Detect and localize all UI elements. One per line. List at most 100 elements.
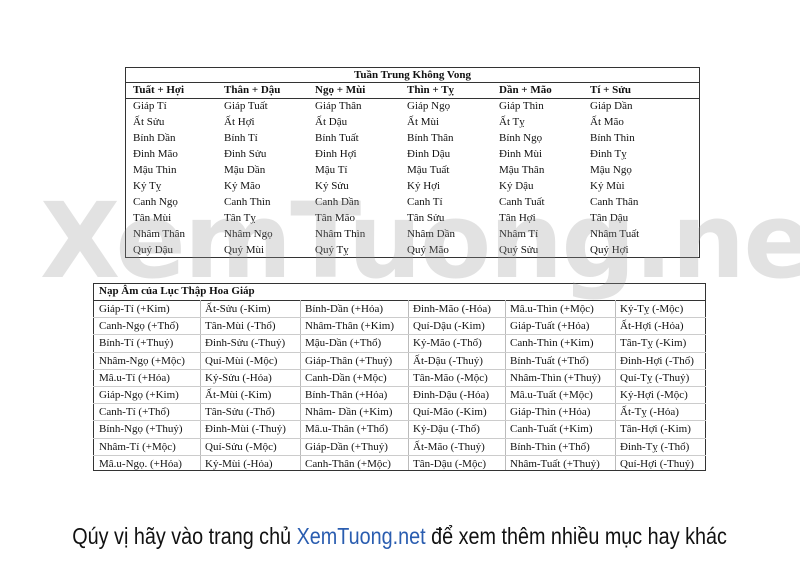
table-cell: Bính Thân	[407, 132, 454, 144]
table-cell: Bính Ngọ	[499, 132, 543, 144]
table-cell: Bính-Tuất (+Thổ)	[510, 354, 589, 367]
table-border	[93, 283, 706, 471]
table-cell: Đinh-Mão (-Hỏa)	[413, 303, 491, 315]
table-title: Nạp Âm của Lục Thập Hoa Giáp	[99, 285, 255, 297]
row-rule	[93, 437, 706, 439]
table-cell: Nhâm-Tuất (+Thuỷ)	[510, 457, 600, 470]
column-header: Thân + Dậu	[224, 84, 281, 96]
table-cell: Tân-Mùi (-Thổ)	[205, 320, 276, 333]
footer-after: để xem thêm nhiều mục hay khác	[426, 523, 728, 549]
table-cell: Canh-Thân (+Mộc)	[305, 457, 391, 470]
table-cell: Tân-Sửu (-Thổ)	[205, 406, 275, 419]
table-cell: Tân Dậu	[590, 212, 629, 224]
table-cell: Kỷ Mão	[224, 180, 261, 192]
table-cell: Giáp Dần	[590, 100, 633, 112]
table-cell: Ất Sửu	[133, 116, 165, 128]
table-cell: Canh Tuất	[499, 196, 545, 208]
table-cell: Kỷ-Dậu (-Thổ)	[413, 423, 480, 436]
table-cell: Canh Tí	[407, 196, 443, 208]
table-cell: Kỷ Mùi	[590, 180, 625, 192]
table-cell: Bính Thìn	[590, 132, 635, 144]
column-rule	[300, 300, 301, 470]
table-cell: Nhâm-Tí (+Mộc)	[99, 440, 176, 453]
table-cell: Bính-Dần (+Hỏa)	[305, 303, 383, 315]
table-cell: Tân Sửu	[407, 212, 445, 224]
footer-text: Qúy vị hãy vào trang chủ XemTuong.net để…	[73, 523, 728, 550]
table-cell: Quí-Hợi (-Thuỷ)	[620, 457, 694, 470]
table-cell: Giáp Tí	[133, 100, 167, 112]
table-cell: Kỷ Sửu	[315, 180, 349, 192]
table-cell: Tân-Hợi (-Kim)	[620, 423, 691, 436]
table-cell: Quí-Sửu (-Mộc)	[205, 440, 277, 453]
column-rule	[505, 300, 506, 470]
column-header: Tí + Sửu	[590, 84, 631, 96]
table-cell: Ất-Tỵ (-Hỏa)	[620, 406, 679, 419]
table-cell: Nhâm Ngọ	[224, 228, 273, 240]
table-cell: Ất Hợi	[224, 116, 255, 128]
column-rule	[408, 300, 409, 470]
table-cell: Mậu Ngọ	[590, 164, 632, 176]
table-cell: Quí-Dậu (-Kim)	[413, 320, 485, 333]
table-cell: Đinh-Tỵ (-Thổ)	[620, 440, 690, 453]
table-cell: Quý Mão	[407, 244, 449, 256]
table-cell: Tân-Mão (-Mộc)	[413, 371, 488, 384]
table-cell: Mâ.u-Thân (+Thổ)	[305, 423, 389, 436]
table-cell: Nhâm-Ngọ (+Mộc)	[99, 354, 185, 367]
table-cell: Mâ.u-Tuất (+Mộc)	[510, 389, 593, 401]
table-cell: Nhâm-Thân (+Kim)	[305, 320, 394, 333]
table-cell: Tân-Dậu (-Mộc)	[413, 457, 486, 470]
table-cell: Đinh Mùi	[499, 148, 543, 160]
table-cell: Mâ.u-Tí (+Hỏa)	[99, 371, 170, 384]
table-cell: Đinh-Sửu (-Thuỷ)	[205, 337, 286, 350]
table-cell: Bính-Thìn (+Thổ)	[510, 440, 590, 453]
table-cell: Tân Mùi	[133, 212, 172, 224]
table-rule	[125, 98, 700, 99]
table-cell: Ất Mão	[590, 116, 624, 128]
table-cell: Bính-Ngọ (+Thuỷ)	[99, 423, 183, 436]
table-cell: Quí-Mùi (-Mộc)	[205, 354, 278, 367]
table-cell: Mậu Tí	[315, 164, 348, 176]
footer-before: Qúy vị hãy vào trang chủ	[72, 523, 298, 549]
column-header: Thìn + Tỵ	[407, 84, 455, 96]
table-cell: Ất Dậu	[315, 116, 348, 128]
table-cell: Giáp-Dần (+Thuỷ)	[305, 440, 388, 453]
table-cell: Đinh Hợi	[315, 148, 357, 160]
table-cell: Canh-Tuất (+Kim)	[510, 423, 593, 436]
table-cell: Nhâm Tí	[499, 228, 539, 240]
table-cell: Bính Tí	[224, 132, 258, 144]
table-cell: Quý Mùi	[224, 244, 265, 256]
table-cell: Đinh Mão	[133, 148, 178, 160]
table-cell: Bính-Thân (+Hỏa)	[305, 389, 388, 401]
row-rule	[93, 317, 706, 319]
table-cell: Canh-Dần (+Mộc)	[305, 371, 387, 384]
table-cell: Bính Tuất	[315, 132, 359, 144]
table-cell: Giáp-Thìn (+Hỏa)	[510, 406, 591, 419]
table-cell: Canh Dần	[315, 196, 360, 208]
table-cell: Nhâm Dần	[407, 228, 455, 240]
table-border	[125, 67, 700, 258]
footer-link[interactable]: XemTuong.net	[297, 523, 427, 549]
table-cell: Mâ.u-Ngọ. (+Hỏa)	[99, 457, 182, 470]
table-cell: Mâ.u-Thìn (+Mộc)	[510, 303, 594, 315]
table-cell: Giáp Thân	[315, 100, 362, 112]
table-cell: Quý Hợi	[590, 244, 629, 256]
row-rule	[93, 403, 706, 405]
table-cell: Tân-Tỵ (-Kim)	[620, 337, 687, 350]
table-cell: Giáp-Ngọ (+Kim)	[99, 389, 179, 401]
table-cell: Đinh Sửu	[224, 148, 267, 160]
table-cell: Đinh-Hợi (-Thổ)	[620, 354, 694, 367]
column-header: Dần + Mão	[499, 84, 552, 96]
table-cell: Đinh-Dậu (-Hỏa)	[413, 389, 490, 401]
table-cell: Mậu Thìn	[133, 164, 177, 176]
column-rule	[200, 300, 201, 470]
table-cell: Ất-Mùi (-Kim)	[205, 389, 272, 401]
table-title: Tuần Trung Không Vong	[354, 69, 471, 81]
footer: Qúy vị hãy vào trang chủ XemTuong.net để…	[0, 523, 800, 550]
table-cell: Giáp Thìn	[499, 100, 544, 112]
table-cell: Canh Thân	[590, 196, 639, 208]
column-header: Ngọ + Mùi	[315, 84, 366, 96]
row-rule	[93, 334, 706, 336]
row-rule	[93, 420, 706, 422]
table-cell: Đinh Tỵ	[590, 148, 627, 160]
